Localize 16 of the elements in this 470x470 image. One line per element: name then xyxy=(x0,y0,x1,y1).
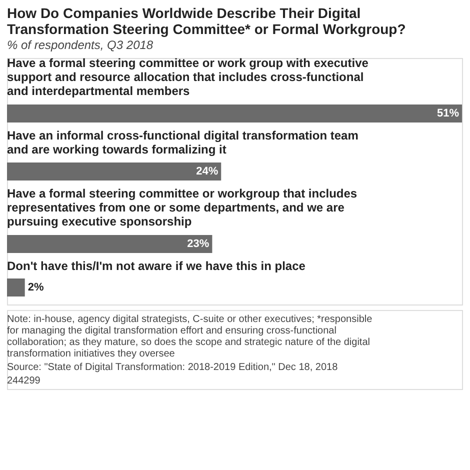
text: Note: in-house, agency digital strategists, C-suite or other executives; *responsible for managing the digital transformation effort and ensuring cross-functional collaboration; as they mature, so does the scope and strategic nature of the digital transformation initiatives they oversee xyxy=(7,314,373,360)
data-label: 23% xyxy=(187,238,210,250)
bar xyxy=(7,104,462,122)
y-tick-label: Have a formal steering committee or workgroup that includes representatives from one or some departments, and we are pursuing executive sponsorship xyxy=(7,186,358,228)
y-tick-label: Have an informal cross-functional digital transformation team and are working towards formalizing it xyxy=(7,128,358,156)
source-note: Source: "State of Digital Transformation: 2018-2019 Edition," Dec 18, 2018 xyxy=(7,362,338,373)
data-label: 2% xyxy=(28,282,44,294)
data-label: 24% xyxy=(196,166,218,178)
chart-subtitle: % of respondents, Q3 2018 xyxy=(7,38,154,52)
chart-title: How Do Companies Worldwide Describe Their Digital Transformation Steering Committee* or Formal Workgroup? xyxy=(7,5,406,37)
data-label: 51% xyxy=(436,108,460,120)
y-tick-label: Have a formal steering committee or work group with executive support and resource allocation that includes cross-functional and interdepartmental members xyxy=(7,56,369,98)
text: 244299 xyxy=(7,376,41,386)
bar xyxy=(7,278,25,296)
y-tick-label: Don't have this/I'm not aware if we have this in place xyxy=(7,259,306,273)
bar xyxy=(7,162,222,180)
